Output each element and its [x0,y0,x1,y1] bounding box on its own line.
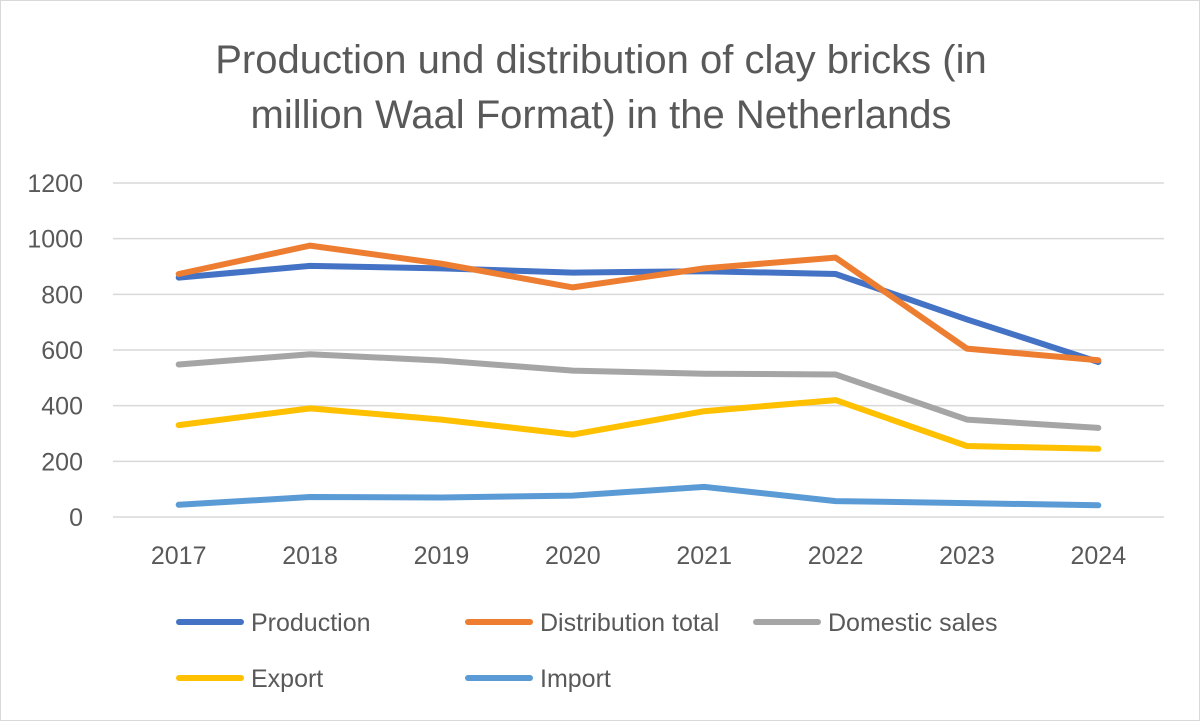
legend-label-production: Production [251,609,371,637]
x-tick-label: 2023 [939,542,995,570]
x-tick-label: 2018 [282,542,338,570]
legend-label-domestic-sales: Domestic sales [828,609,998,637]
gridlines [113,182,1164,518]
y-tick-label: 400 [41,393,83,421]
y-tick-label: 800 [41,281,83,309]
x-tick-label: 2017 [151,542,207,570]
series-line-export [175,397,1102,452]
x-tick-label: 2024 [1071,542,1127,570]
legend: Production Distribution total Domestic sal… [176,609,998,693]
series-lines [175,242,1102,509]
x-tick-label: 2022 [808,542,864,570]
x-tick-label: 2019 [414,542,470,570]
series-line-production [175,262,1102,365]
series-line-distribution-total [175,242,1102,364]
chart-title-line-2: million Waal Format) in the Netherlands [251,93,952,137]
y-tick-label: 200 [41,448,83,476]
chart-title-line-1: Production und distribution of clay bric… [215,38,986,82]
y-tick-label: 0 [69,504,83,532]
x-tick-label: 2020 [545,542,601,570]
y-tick-label: 600 [41,337,83,365]
series-line-domestic-sales [175,351,1102,431]
legend-label-distribution-total: Distribution total [540,609,719,637]
y-tick-label: 1000 [27,226,83,254]
legend-label-export: Export [251,665,323,693]
chart-title: Production und distribution of clay bric… [215,38,986,137]
y-tick-label: 1200 [27,170,83,198]
legend-label-import: Import [540,665,611,693]
x-tick-label: 2021 [676,542,732,570]
y-axis-tick-labels: 0 200 400 600 800 1000 1200 [27,170,83,532]
x-axis-tick-labels: 2017 2018 2019 2020 2021 2022 2023 2024 [151,542,1126,570]
series-line-import [175,483,1102,509]
